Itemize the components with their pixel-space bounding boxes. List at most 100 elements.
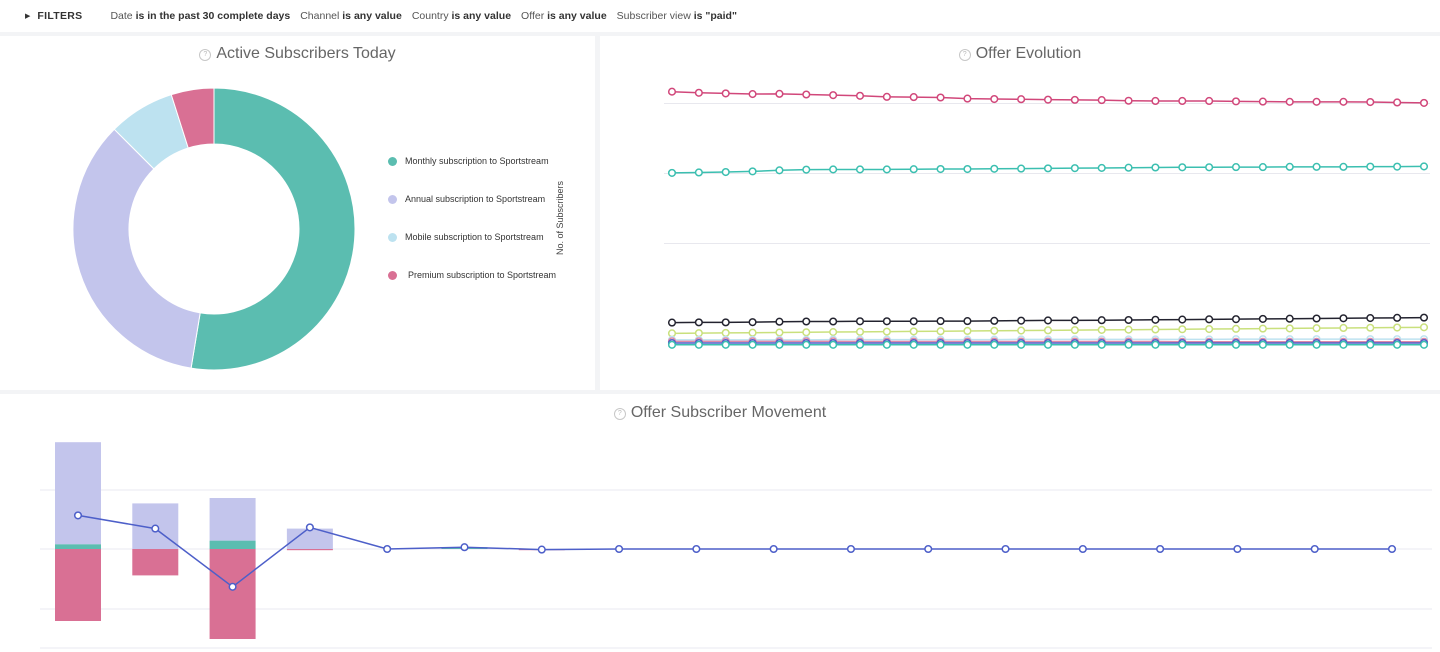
data-point — [775, 166, 784, 175]
data-point — [1205, 340, 1214, 349]
data-point — [1017, 95, 1026, 104]
data-point — [775, 89, 784, 98]
help-icon[interactable]: ? — [199, 49, 212, 61]
data-point — [963, 326, 972, 336]
data-point — [1312, 162, 1321, 171]
net-line — [77, 514, 1392, 588]
data-point — [694, 88, 703, 97]
data-point — [1043, 326, 1053, 335]
bar-churn — [132, 549, 179, 576]
data-point — [667, 340, 677, 349]
data-point — [1231, 340, 1241, 349]
data-point — [721, 318, 730, 327]
data-point — [1339, 340, 1348, 349]
active-subscribers-panel: ? Active Subscribers Today Monthly subscr… — [0, 36, 595, 390]
data-point — [667, 87, 677, 96]
data-point — [1151, 340, 1160, 349]
filter-chip-country[interactable]: Country is any value — [411, 10, 512, 22]
data-point — [1017, 340, 1026, 349]
legend-item[interactable]: Mobile subscription to Sportstream — [388, 218, 556, 256]
legend-swatch — [388, 194, 397, 204]
data-point — [1419, 313, 1429, 322]
data-point — [1285, 324, 1294, 333]
data-point — [802, 317, 811, 326]
donut-slice — [190, 87, 356, 371]
legend-item[interactable]: Premium subscription to Sportstream — [388, 256, 556, 294]
data-point — [990, 94, 999, 104]
data-point — [1366, 314, 1375, 323]
data-point — [1285, 314, 1294, 323]
data-point — [1258, 163, 1267, 172]
data-point — [775, 317, 784, 326]
data-point — [1285, 97, 1294, 106]
net-point — [692, 544, 701, 554]
data-point — [829, 328, 838, 337]
data-point — [1151, 325, 1160, 334]
offer-evolution-panel: ? Offer Evolution — [600, 36, 1440, 390]
data-point — [667, 168, 677, 177]
data-point — [1312, 97, 1321, 106]
filter-chip-offer[interactable]: Offer is any value — [521, 10, 607, 22]
data-point — [1097, 340, 1106, 349]
data-point — [694, 329, 703, 338]
net-point — [1001, 544, 1010, 554]
net-point — [228, 582, 237, 591]
data-point — [855, 340, 865, 349]
data-point — [963, 340, 972, 349]
help-icon[interactable]: ? — [613, 408, 626, 420]
data-point — [1393, 340, 1402, 349]
data-point — [1393, 98, 1402, 107]
data-point — [802, 340, 811, 349]
data-point — [1017, 326, 1026, 335]
data-point — [855, 91, 865, 100]
movement-chart — [40, 442, 1432, 649]
legend-label: Monthly subscription to Sportstream — [405, 156, 549, 166]
data-point — [882, 165, 891, 174]
filter-chip-channel[interactable]: Channel is any value — [300, 10, 402, 22]
data-point — [1231, 97, 1241, 106]
data-point — [1366, 97, 1375, 107]
donut-slice — [170, 87, 215, 149]
legend-swatch — [388, 270, 397, 280]
data-point — [990, 326, 999, 335]
data-point — [1339, 162, 1348, 171]
data-point — [1151, 96, 1160, 106]
data-point — [721, 328, 730, 337]
legend-label: Mobile subscription to Sportstream — [405, 232, 544, 242]
filters-toggle[interactable]: ▶ FILTERS — [25, 10, 82, 22]
legend-item[interactable]: Annual subscription to Sportstream — [388, 180, 556, 218]
data-point — [909, 340, 918, 349]
data-point — [667, 318, 677, 327]
legend-item[interactable]: Monthly subscription to Sportstream — [388, 142, 556, 180]
data-point — [1070, 316, 1079, 325]
data-point — [963, 317, 972, 326]
data-point — [829, 317, 838, 326]
movement-panel: ? Offer Subscriber Movement — [0, 394, 1440, 652]
panel-title: ? Active Subscribers Today — [0, 45, 595, 63]
data-point — [1393, 162, 1402, 171]
bar-monthly — [209, 540, 256, 549]
data-point — [1070, 95, 1079, 104]
data-point — [1419, 323, 1429, 332]
net-point — [1310, 544, 1319, 554]
data-point — [1124, 315, 1133, 325]
data-point — [1339, 314, 1348, 323]
filter-chip-date[interactable]: Date is in the past 30 complete days — [110, 10, 291, 22]
data-point — [1205, 315, 1214, 324]
data-point — [1043, 316, 1053, 325]
filter-chip-subscriber-view[interactable]: Subscriber view is "paid" — [616, 10, 737, 22]
data-point — [721, 167, 730, 177]
net-point — [924, 544, 933, 554]
data-point — [1393, 313, 1402, 322]
data-point — [1285, 162, 1294, 171]
offer-evolution-chart — [664, 87, 1430, 349]
help-icon[interactable]: ? — [958, 49, 971, 61]
data-point — [802, 328, 811, 337]
donut-chart — [72, 87, 356, 371]
data-point — [802, 90, 811, 99]
data-point — [909, 327, 918, 336]
data-point — [909, 165, 918, 174]
data-point — [990, 164, 999, 173]
data-point — [936, 340, 945, 349]
data-point — [1419, 98, 1429, 107]
